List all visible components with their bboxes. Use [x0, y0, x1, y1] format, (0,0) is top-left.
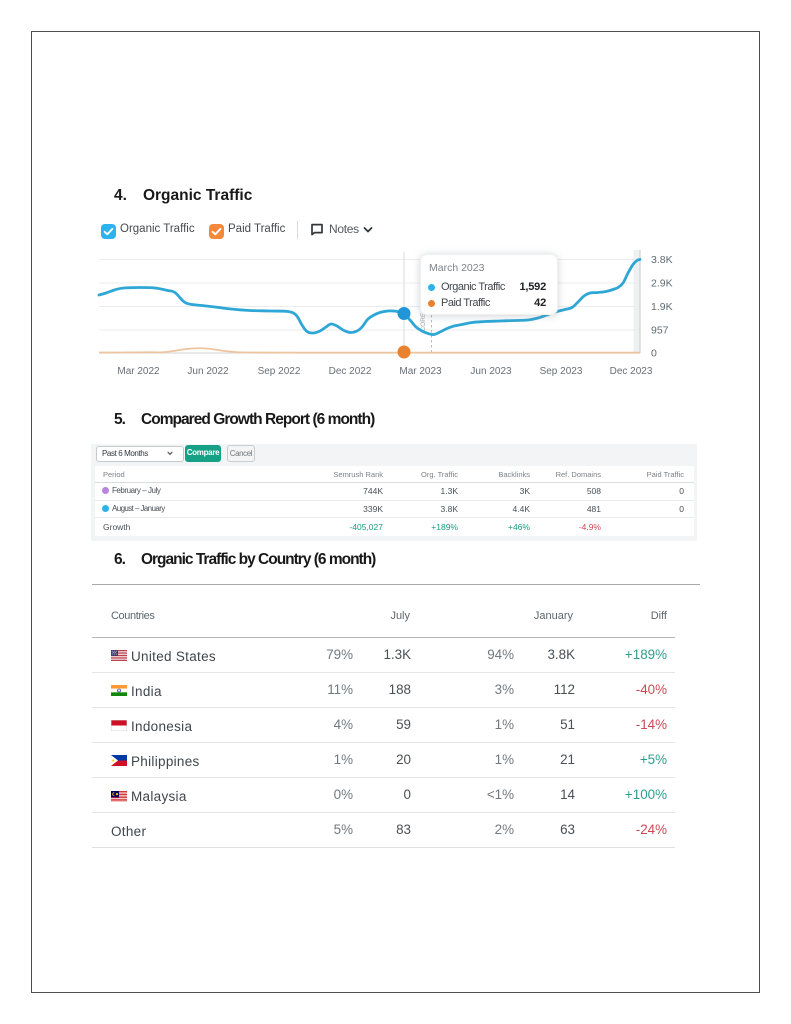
svg-text:2.9K: 2.9K: [651, 278, 673, 290]
svg-text:Mar 2022: Mar 2022: [117, 366, 160, 377]
svg-text:957: 957: [651, 325, 669, 337]
svg-text:CORE: CORE: [420, 312, 427, 331]
svg-text:Jun 2023: Jun 2023: [470, 366, 512, 377]
svg-text:0: 0: [651, 348, 657, 360]
svg-text:3.8K: 3.8K: [651, 254, 673, 266]
svg-text:1.9K: 1.9K: [651, 301, 673, 313]
svg-text:Sep 2022: Sep 2022: [258, 366, 301, 377]
svg-text:Dec 2023: Dec 2023: [610, 366, 653, 377]
svg-text:Mar 2023: Mar 2023: [399, 366, 442, 377]
svg-text:Jun 2022: Jun 2022: [187, 366, 229, 377]
svg-text:Dec 2022: Dec 2022: [329, 366, 372, 377]
svg-text:Sep 2023: Sep 2023: [540, 366, 583, 377]
